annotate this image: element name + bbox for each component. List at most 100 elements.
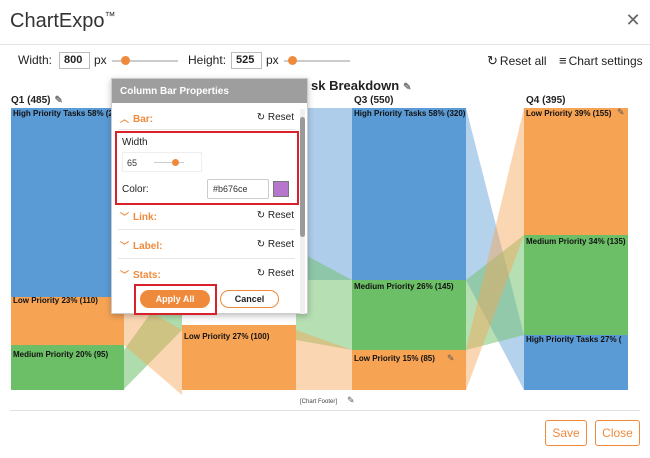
reset-label: Reset <box>267 210 294 221</box>
bar-q4-low[interactable] <box>524 108 628 235</box>
width-field-label: Width <box>122 137 148 148</box>
section-stats[interactable]: ﹀ Stats: ↻ Reset <box>112 265 300 283</box>
color-field-label: Color: <box>122 184 149 195</box>
divider <box>118 258 295 259</box>
header-divider <box>0 44 650 45</box>
bar-label-q2-low: Low Priority 27% (100) <box>184 332 270 341</box>
reset-icon: ↻ <box>487 53 498 68</box>
width-slider-handle[interactable] <box>121 56 130 65</box>
trademark: ™ <box>104 10 116 23</box>
section-bar[interactable]: ︿ Bar: ↻ Reset <box>112 109 300 127</box>
bar-label-q4-high: High Priority Tasks 27% ( <box>526 335 622 344</box>
section-stats-text: Stats: <box>133 270 161 281</box>
column-header-q3[interactable]: Q3 (550) <box>354 95 394 106</box>
reset-icon: ↻ <box>256 210 266 221</box>
section-label-label: ﹀ Label: <box>120 239 162 252</box>
color-swatch[interactable] <box>273 181 289 197</box>
reset-all-label: Reset all <box>499 54 547 68</box>
bar-label-q3-medium: Medium Priority 26% (145) <box>354 282 454 291</box>
height-slider[interactable] <box>284 60 350 62</box>
color-field[interactable]: #b676ce <box>207 179 269 199</box>
chevron-down-icon: ﹀ <box>120 241 130 251</box>
reset-label: Reset <box>267 268 294 279</box>
scrollbar-thumb[interactable] <box>300 117 305 237</box>
bar-q3-high[interactable] <box>352 108 466 280</box>
link-q2-low[interactable] <box>296 330 352 390</box>
label-reset-button[interactable]: ↻ Reset <box>257 239 294 250</box>
bar-label-q1-medium: Medium Priority 20% (95) <box>13 350 109 359</box>
divider <box>118 129 295 130</box>
link-q1-low[interactable] <box>124 297 182 395</box>
section-label[interactable]: ﹀ Label: ↻ Reset <box>112 236 300 254</box>
save-button[interactable]: Save <box>545 420 587 446</box>
bar-label-q4-medium: Medium Priority 34% (135) <box>526 237 626 246</box>
link-reset-button[interactable]: ↻ Reset <box>257 210 294 221</box>
bar-label-q4-low: Low Priority 39% (155) <box>526 109 612 118</box>
stats-reset-button[interactable]: ↻ Reset <box>257 268 294 279</box>
bar-q4-medium[interactable] <box>524 235 628 335</box>
width-label: Width: <box>18 53 53 67</box>
toolbar: Width: 800 px Height: 525 px ↻ Reset all … <box>0 50 650 72</box>
edit-pencil-icon[interactable]: ✎ <box>617 107 625 117</box>
bar-q1-medium[interactable] <box>11 345 124 390</box>
link-q3-q4-low[interactable] <box>466 108 524 390</box>
footer-divider <box>10 410 640 411</box>
chevron-down-icon: ﹀ <box>120 270 130 280</box>
width-slider[interactable] <box>112 60 178 62</box>
bar-width-slider-handle[interactable] <box>172 159 179 166</box>
edit-pencil-icon[interactable]: ✎ <box>403 82 412 93</box>
divider <box>118 229 295 230</box>
bar-q2-low[interactable] <box>182 325 296 390</box>
apply-highlight-box <box>134 284 217 315</box>
width-unit: px <box>94 53 107 67</box>
column-bar-properties-panel: Column Bar Properties ︿ Bar: ↻ Reset Widt… <box>111 78 308 315</box>
reset-icon: ↻ <box>256 112 266 123</box>
edit-pencil-icon[interactable]: ✎ <box>447 353 455 363</box>
app-title: ChartExpo™ <box>10 10 116 33</box>
height-unit: px <box>266 53 279 67</box>
chart-footer[interactable]: [Chart Footer] <box>300 399 338 405</box>
edit-pencil-icon[interactable]: ✎ <box>347 395 355 405</box>
bar-label-q1-low: Low Priority 23% (110) <box>13 296 98 305</box>
apply-all-button[interactable]: Apply All <box>140 290 210 308</box>
height-input[interactable]: 525 <box>231 52 262 69</box>
bar-q3-medium[interactable] <box>352 280 466 350</box>
bar-width-value: 65 <box>127 158 138 168</box>
edit-pencil-icon[interactable]: ✎ <box>54 95 63 106</box>
reset-all-button[interactable]: ↻ Reset all <box>487 53 547 69</box>
bar-q1-low[interactable] <box>11 297 124 345</box>
column-header-q4[interactable]: Q4 (395) <box>526 95 566 106</box>
section-label-text: Label: <box>133 241 163 252</box>
section-bar-label: ︿ Bar: <box>120 112 153 125</box>
reset-label: Reset <box>267 112 294 123</box>
close-button[interactable]: Close <box>595 420 640 446</box>
panel-scrollbar[interactable] <box>300 109 305 314</box>
section-link-label: ﹀ Link: <box>120 210 157 223</box>
chevron-down-icon: ﹀ <box>120 212 130 222</box>
height-slider-handle[interactable] <box>288 56 297 65</box>
section-link-text: Link: <box>133 212 157 223</box>
chart-settings-button[interactable]: ≡ Chart settings <box>559 53 643 68</box>
section-bar-text: Bar: <box>133 114 154 125</box>
section-link[interactable]: ﹀ Link: ↻ Reset <box>112 207 300 225</box>
bar-width-field[interactable]: 65 <box>122 152 202 172</box>
link-q2-high[interactable] <box>296 108 352 280</box>
reset-icon: ↻ <box>256 268 266 279</box>
bar-width-slider[interactable] <box>154 162 184 163</box>
sankey-chart <box>11 108 628 395</box>
column-header-q1[interactable]: Q1 (485) ✎ <box>11 95 63 106</box>
chart-title[interactable]: sk Breakdown ✎ <box>311 78 412 93</box>
bar-q1-high[interactable] <box>11 108 124 297</box>
link-q2-medium[interactable] <box>296 250 352 350</box>
column-header-q1-text: Q1 (485) <box>11 95 51 106</box>
link-q3-q4-medium[interactable] <box>466 235 524 350</box>
bar-q4-high[interactable] <box>524 335 628 390</box>
highlight-box <box>115 131 299 205</box>
chart-settings-label: Chart settings <box>568 54 643 68</box>
cancel-button[interactable]: Cancel <box>220 290 279 308</box>
width-input[interactable]: 800 <box>59 52 90 69</box>
bar-reset-button[interactable]: ↻ Reset <box>257 112 294 123</box>
section-stats-label: ﹀ Stats: <box>120 268 161 281</box>
close-icon[interactable]: ✕ <box>625 10 641 30</box>
bar-q3-low[interactable] <box>352 350 466 390</box>
